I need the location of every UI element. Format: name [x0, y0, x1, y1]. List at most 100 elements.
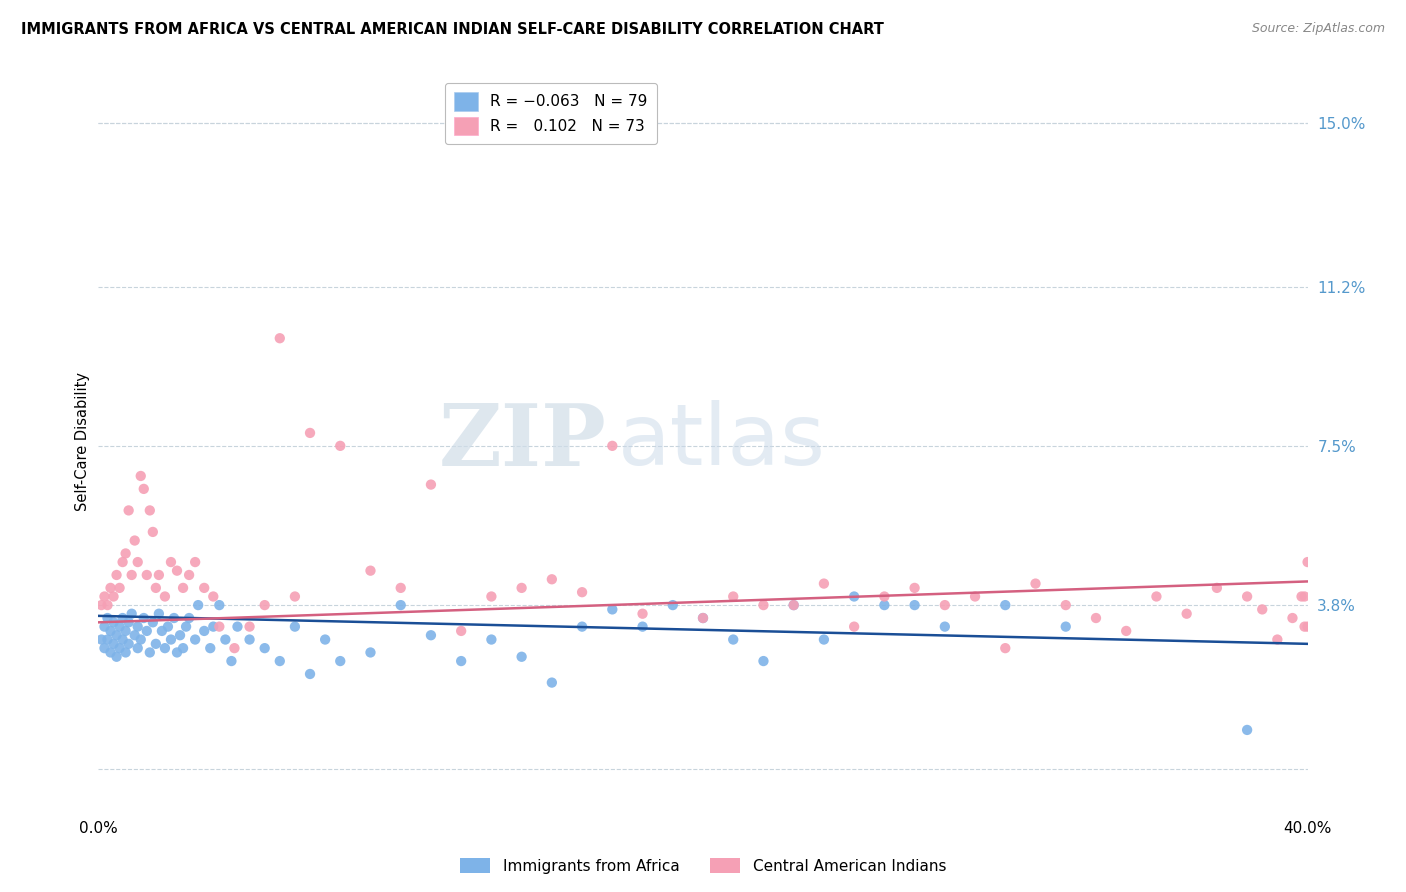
Point — [934, 598, 956, 612]
Point — [93, 641, 115, 656]
Point — [284, 620, 307, 634]
Point — [135, 624, 157, 638]
Point — [124, 628, 146, 642]
Point — [103, 615, 125, 630]
Point — [108, 641, 131, 656]
Point — [904, 581, 927, 595]
Point — [221, 654, 243, 668]
Point — [360, 564, 382, 578]
Point — [329, 654, 352, 668]
Point — [661, 598, 683, 612]
Point — [114, 546, 136, 560]
Point — [239, 632, 262, 647]
Point — [145, 637, 167, 651]
Point — [142, 615, 165, 630]
Point — [111, 555, 134, 569]
Point — [1296, 620, 1319, 634]
Point — [481, 590, 503, 604]
Point — [1267, 632, 1289, 647]
Point — [174, 620, 197, 634]
Point — [1281, 611, 1303, 625]
Point — [813, 576, 835, 591]
Point — [100, 581, 122, 595]
Point — [994, 641, 1017, 656]
Point — [193, 624, 215, 638]
Point — [202, 620, 225, 634]
Point — [783, 598, 806, 612]
Point — [105, 568, 128, 582]
Point — [96, 632, 118, 647]
Point — [139, 645, 162, 659]
Point — [269, 654, 291, 668]
Point — [139, 503, 162, 517]
Point — [571, 585, 593, 599]
Point — [179, 611, 201, 625]
Point — [450, 624, 472, 638]
Point — [103, 637, 125, 651]
Point — [752, 654, 775, 668]
Point — [224, 641, 246, 656]
Point — [844, 620, 866, 634]
Point — [129, 469, 152, 483]
Point — [169, 628, 191, 642]
Point — [111, 611, 134, 625]
Point — [193, 581, 215, 595]
Point — [510, 649, 533, 664]
Point — [214, 632, 236, 647]
Point — [132, 482, 155, 496]
Point — [284, 590, 307, 604]
Point — [90, 598, 112, 612]
Point — [160, 555, 183, 569]
Point — [965, 590, 987, 604]
Point — [96, 598, 118, 612]
Point — [108, 620, 131, 634]
Point — [329, 439, 352, 453]
Point — [142, 524, 165, 539]
Point — [100, 645, 122, 659]
Point — [156, 620, 179, 634]
Point — [1054, 620, 1077, 634]
Point — [114, 645, 136, 659]
Legend: Immigrants from Africa, Central American Indians: Immigrants from Africa, Central American… — [454, 852, 952, 880]
Point — [148, 607, 170, 621]
Point — [844, 590, 866, 604]
Point — [253, 598, 276, 612]
Point — [360, 645, 382, 659]
Point — [111, 632, 134, 647]
Point — [723, 632, 745, 647]
Point — [239, 620, 262, 634]
Point — [105, 649, 128, 664]
Point — [135, 568, 157, 582]
Point — [90, 632, 112, 647]
Point — [1294, 590, 1316, 604]
Point — [118, 503, 141, 517]
Point — [510, 581, 533, 595]
Point — [172, 641, 194, 656]
Point — [202, 590, 225, 604]
Point — [163, 611, 186, 625]
Point — [208, 620, 231, 634]
Point — [934, 620, 956, 634]
Point — [150, 624, 173, 638]
Point — [121, 607, 143, 621]
Point — [184, 555, 207, 569]
Point — [571, 620, 593, 634]
Point — [103, 590, 125, 604]
Point — [389, 581, 412, 595]
Point — [1175, 607, 1198, 621]
Point — [200, 641, 222, 656]
Point — [299, 667, 322, 681]
Point — [692, 611, 714, 625]
Point — [253, 641, 276, 656]
Point — [602, 602, 624, 616]
Point — [1236, 723, 1258, 737]
Point — [100, 624, 122, 638]
Point — [172, 581, 194, 595]
Point — [93, 590, 115, 604]
Point — [160, 632, 183, 647]
Point — [129, 632, 152, 647]
Point — [994, 598, 1017, 612]
Point — [153, 590, 176, 604]
Point — [481, 632, 503, 647]
Point — [269, 331, 291, 345]
